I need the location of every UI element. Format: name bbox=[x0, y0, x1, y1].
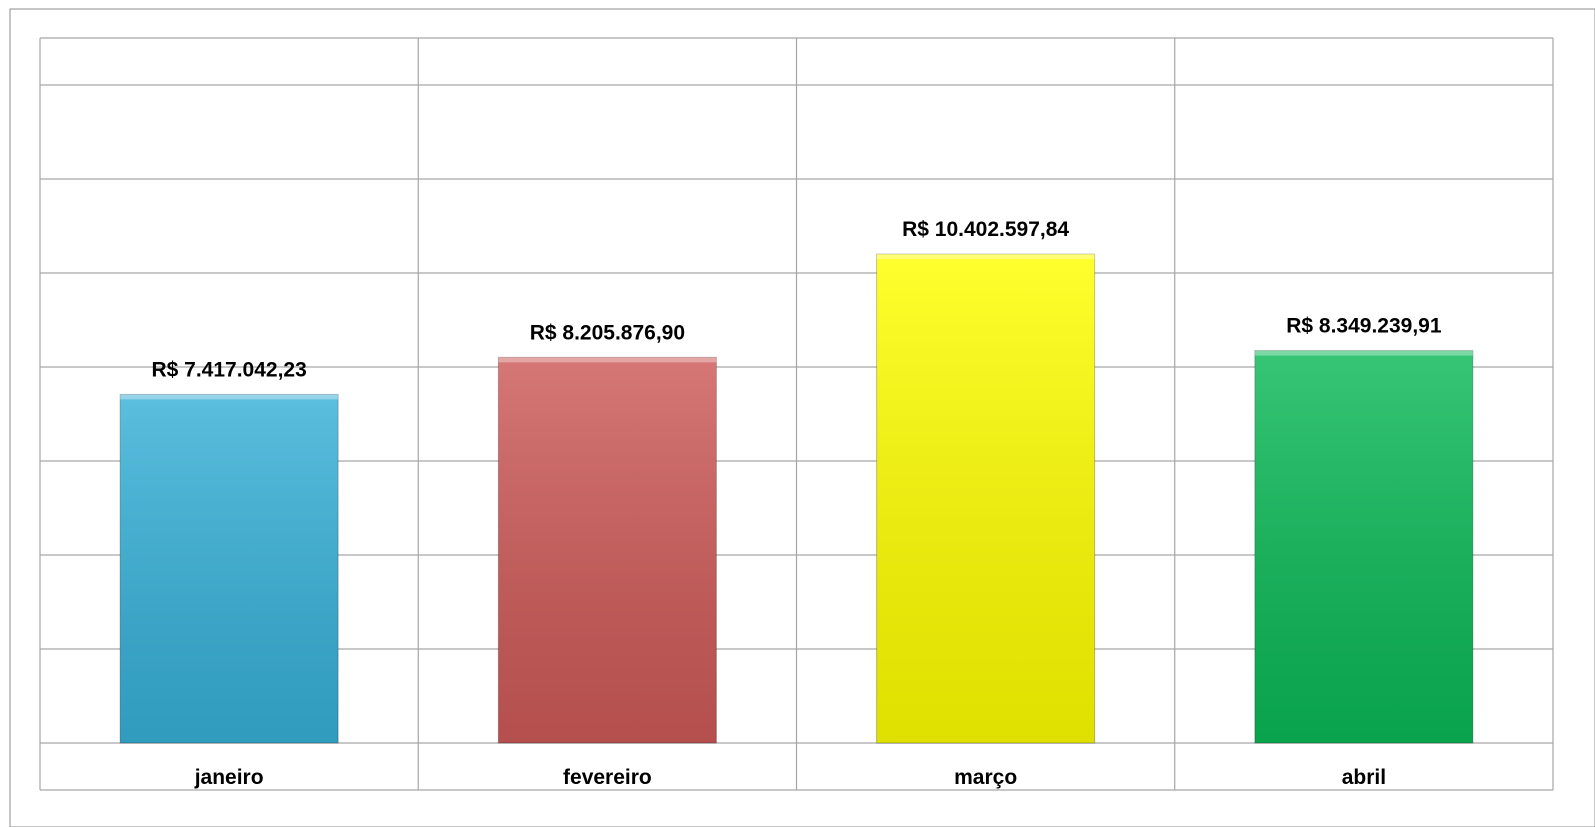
data-label: R$ 8.205.876,90 bbox=[530, 321, 685, 344]
category-label: fevereiro bbox=[563, 766, 652, 789]
bar-shading bbox=[1254, 350, 1473, 743]
category-label: março bbox=[954, 766, 1017, 789]
data-label: R$ 10.402.597,84 bbox=[902, 218, 1069, 241]
data-labels: R$ 7.417.042,23 R$ 8.205.876,90 R$ 10.402.… bbox=[151, 218, 1441, 381]
category-label: janeiro bbox=[194, 766, 264, 789]
data-label: R$ 7.417.042,23 bbox=[151, 358, 306, 381]
bar-shading bbox=[498, 357, 717, 743]
bar-bevel bbox=[1254, 350, 1473, 356]
bar-bevel bbox=[120, 394, 339, 400]
bars bbox=[119, 253, 1474, 744]
data-label: R$ 8.349.239,91 bbox=[1286, 315, 1442, 338]
category-label: abril bbox=[1342, 766, 1386, 789]
bar-bevel bbox=[498, 357, 717, 363]
bar-shading bbox=[876, 254, 1095, 744]
bar-shading bbox=[120, 394, 339, 743]
bar-bevel bbox=[876, 254, 1095, 260]
category-labels: janeiro fevereiro março abril bbox=[194, 766, 1386, 789]
